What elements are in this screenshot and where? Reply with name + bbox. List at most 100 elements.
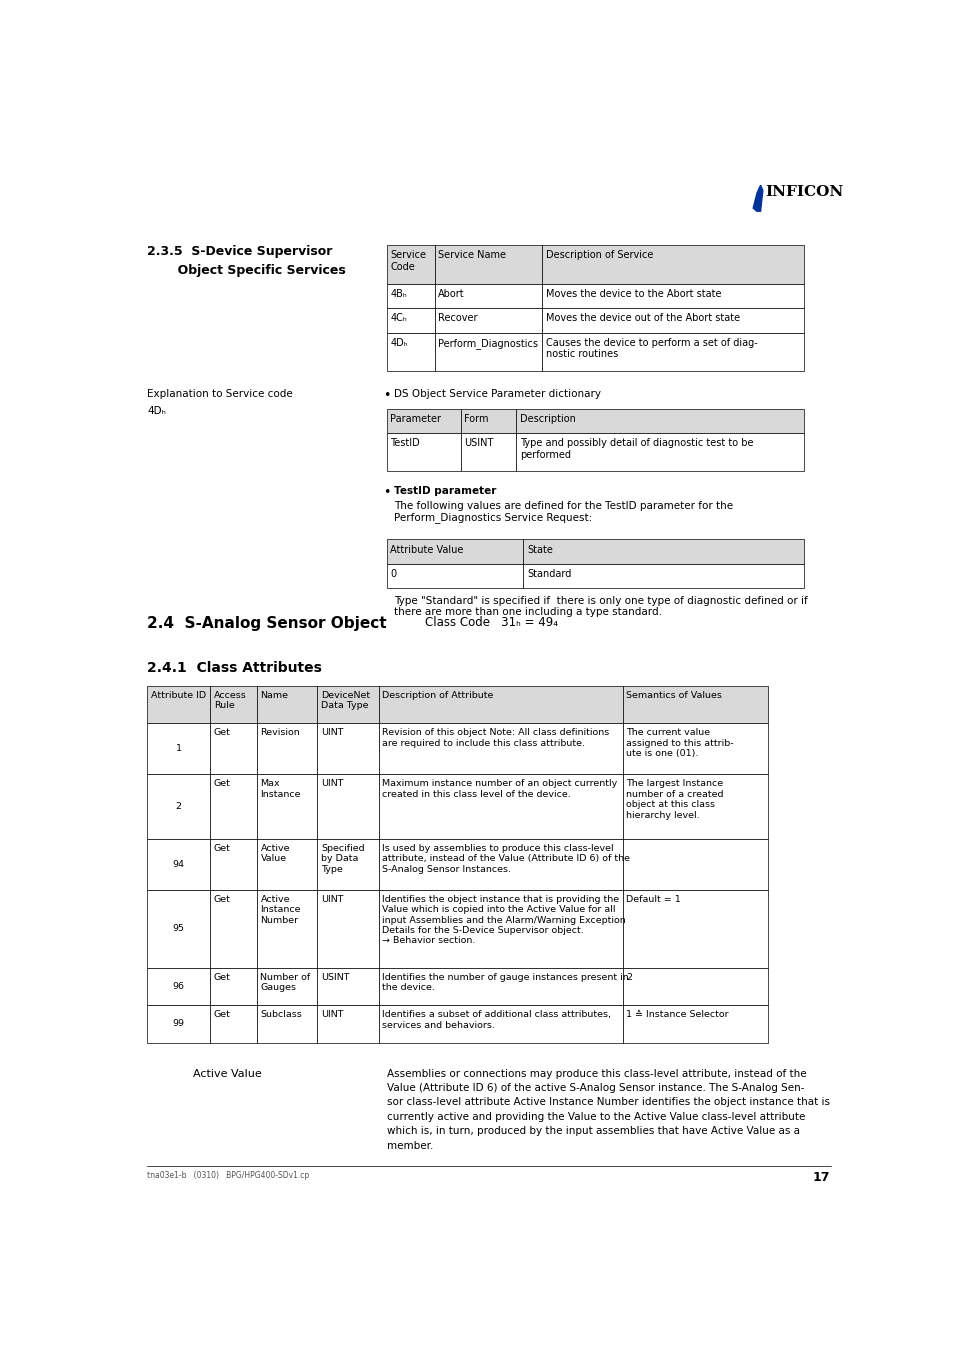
Text: The current value
assigned to this attrib-
ute is one (01).: The current value assigned to this attri… [626, 728, 733, 758]
Text: 4Dₕ: 4Dₕ [147, 405, 166, 416]
Text: Access
Rule: Access Rule [213, 690, 247, 711]
Bar [516, 408, 803, 432]
Text: 99: 99 [172, 1019, 185, 1028]
Bar [386, 563, 523, 588]
Bar [523, 539, 803, 563]
Bar [256, 967, 317, 1005]
Bar [210, 774, 256, 839]
Text: Description: Description [519, 413, 575, 424]
Text: The largest Instance
number of a created
object at this class
hierarchy level.: The largest Instance number of a created… [626, 780, 723, 820]
Text: The following values are defined for the TestID parameter for the
Perform_Diagno: The following values are defined for the… [394, 501, 733, 523]
Text: Active
Value: Active Value [260, 844, 290, 863]
Bar [256, 774, 317, 839]
Text: Active
Instance
Number: Active Instance Number [260, 894, 300, 924]
Bar [317, 774, 378, 839]
Bar [317, 839, 378, 889]
Text: 95: 95 [172, 924, 185, 934]
Bar [210, 686, 256, 723]
Text: 94: 94 [172, 859, 185, 869]
Text: 2.3.5  S-Device Supervisor: 2.3.5 S-Device Supervisor [147, 246, 333, 258]
Text: 2.4.1  Class Attributes: 2.4.1 Class Attributes [147, 661, 322, 676]
Text: Get: Get [213, 894, 231, 904]
Text: Revision of this object Note: All class definitions
are required to include this: Revision of this object Note: All class … [382, 728, 609, 747]
Text: Moves the device to the Abort state: Moves the device to the Abort state [545, 289, 720, 299]
Text: UINT: UINT [321, 894, 343, 904]
Bar [386, 432, 460, 471]
Text: Get: Get [213, 780, 231, 789]
Bar [541, 246, 803, 284]
Text: 4Bₕ: 4Bₕ [390, 289, 407, 299]
Bar [378, 774, 622, 839]
Text: Identifies the object instance that is providing the
Value which is copied into : Identifies the object instance that is p… [382, 894, 625, 946]
Bar [256, 889, 317, 967]
Bar [460, 432, 516, 471]
Bar [317, 723, 378, 774]
Text: Maximum instance number of an object currently
created in this class level of th: Maximum instance number of an object cur… [382, 780, 617, 798]
Text: DS Object Service Parameter dictionary: DS Object Service Parameter dictionary [394, 389, 600, 400]
Text: 0: 0 [390, 569, 396, 580]
Bar [386, 408, 460, 432]
Text: Attribute Value: Attribute Value [390, 544, 463, 555]
Bar [210, 967, 256, 1005]
Text: Form: Form [464, 413, 488, 424]
Text: Causes the device to perform a set of diag-
nostic routines: Causes the device to perform a set of di… [545, 338, 757, 359]
Text: Moves the device out of the Abort state: Moves the device out of the Abort state [545, 313, 739, 323]
Text: 1: 1 [175, 744, 182, 753]
Text: Attribute ID: Attribute ID [151, 690, 206, 700]
Bar [435, 308, 541, 332]
Text: Explanation to Service code: Explanation to Service code [147, 389, 293, 400]
Text: 4Cₕ: 4Cₕ [390, 313, 407, 323]
Bar [386, 308, 435, 332]
Text: UINT: UINT [321, 1011, 343, 1019]
Text: 96: 96 [172, 982, 185, 990]
Bar [622, 839, 767, 889]
Text: 1 ≙ Instance Selector: 1 ≙ Instance Selector [626, 1011, 728, 1019]
Bar [541, 308, 803, 332]
Text: Number of
Gauges: Number of Gauges [260, 973, 311, 992]
Text: TestID: TestID [390, 438, 419, 449]
Bar [378, 967, 622, 1005]
Bar [435, 246, 541, 284]
Text: Service
Code: Service Code [390, 250, 426, 272]
Bar [378, 889, 622, 967]
Bar [622, 723, 767, 774]
Bar [147, 686, 210, 723]
Text: Identifies a subset of additional class attributes,
services and behaviors.: Identifies a subset of additional class … [382, 1011, 611, 1029]
Bar [622, 686, 767, 723]
Text: •: • [382, 485, 390, 499]
Bar [435, 284, 541, 308]
Text: INFICON: INFICON [764, 185, 842, 199]
Text: Revision: Revision [260, 728, 300, 738]
Text: Type "Standard" is specified if  there is only one type of diagnostic defined or: Type "Standard" is specified if there is… [394, 596, 807, 617]
Bar [147, 1005, 210, 1043]
Text: 2.4  S-Analog Sensor Object: 2.4 S-Analog Sensor Object [147, 616, 387, 631]
Text: Service Name: Service Name [438, 250, 506, 261]
Text: 2: 2 [626, 973, 632, 982]
Text: Is used by assemblies to produce this class-level
attribute, instead of the Valu: Is used by assemblies to produce this cl… [382, 844, 630, 874]
Text: 17: 17 [812, 1171, 830, 1183]
Bar [622, 774, 767, 839]
Bar [622, 889, 767, 967]
Bar [147, 889, 210, 967]
Bar [317, 967, 378, 1005]
Bar [317, 1005, 378, 1043]
Bar [147, 774, 210, 839]
Text: Get: Get [213, 1011, 231, 1019]
Text: Get: Get [213, 728, 231, 738]
Text: Assemblies or connections may produce this class-level attribute, instead of the: Assemblies or connections may produce th… [386, 1069, 829, 1151]
Text: Description of Attribute: Description of Attribute [382, 690, 494, 700]
Text: Abort: Abort [438, 289, 464, 299]
Bar [541, 332, 803, 372]
Text: Standard: Standard [527, 569, 571, 580]
Text: Default = 1: Default = 1 [626, 894, 680, 904]
Text: TestID parameter: TestID parameter [394, 485, 497, 496]
Text: Recover: Recover [438, 313, 477, 323]
Bar [210, 1005, 256, 1043]
Text: Specified
by Data
Type: Specified by Data Type [321, 844, 364, 874]
Text: USINT: USINT [321, 973, 349, 982]
Text: Get: Get [213, 973, 231, 982]
Bar [516, 432, 803, 471]
Text: 4Dₕ: 4Dₕ [390, 338, 408, 347]
Text: UINT: UINT [321, 728, 343, 738]
Text: Name: Name [260, 690, 288, 700]
